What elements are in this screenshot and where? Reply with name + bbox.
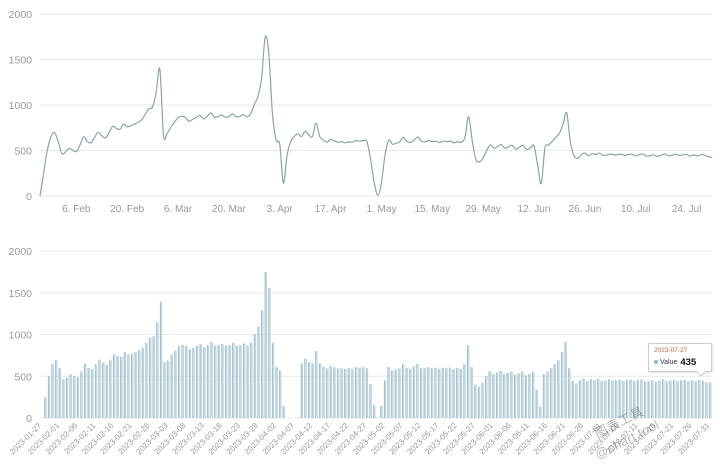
svg-text:20. Feb: 20. Feb	[110, 204, 144, 215]
svg-text:15. May: 15. May	[415, 204, 451, 215]
svg-text:1500: 1500	[9, 288, 33, 300]
svg-text:2000: 2000	[9, 246, 33, 258]
svg-text:3. Apr: 3. Apr	[267, 204, 294, 215]
svg-text:6. Mar: 6. Mar	[164, 204, 193, 215]
svg-text:1. May: 1. May	[366, 204, 396, 215]
svg-text:0: 0	[26, 191, 32, 203]
svg-text:2000: 2000	[9, 9, 33, 21]
svg-text:10. Jul: 10. Jul	[621, 204, 650, 215]
svg-text:0: 0	[26, 413, 32, 425]
svg-text:12. Jun: 12. Jun	[518, 204, 551, 215]
svg-text:17. Apr: 17. Apr	[315, 204, 347, 215]
svg-text:26. Jun: 26. Jun	[568, 204, 601, 215]
svg-text:500: 500	[14, 371, 32, 383]
svg-text:29. May: 29. May	[465, 204, 501, 215]
svg-text:1500: 1500	[9, 55, 33, 67]
svg-text:500: 500	[14, 146, 32, 158]
svg-text:1000: 1000	[9, 330, 33, 342]
svg-text:24. Jul: 24. Jul	[672, 204, 701, 215]
svg-text:20. Mar: 20. Mar	[212, 204, 247, 215]
svg-text:6. Feb: 6. Feb	[62, 204, 91, 215]
svg-text:1000: 1000	[9, 100, 33, 112]
